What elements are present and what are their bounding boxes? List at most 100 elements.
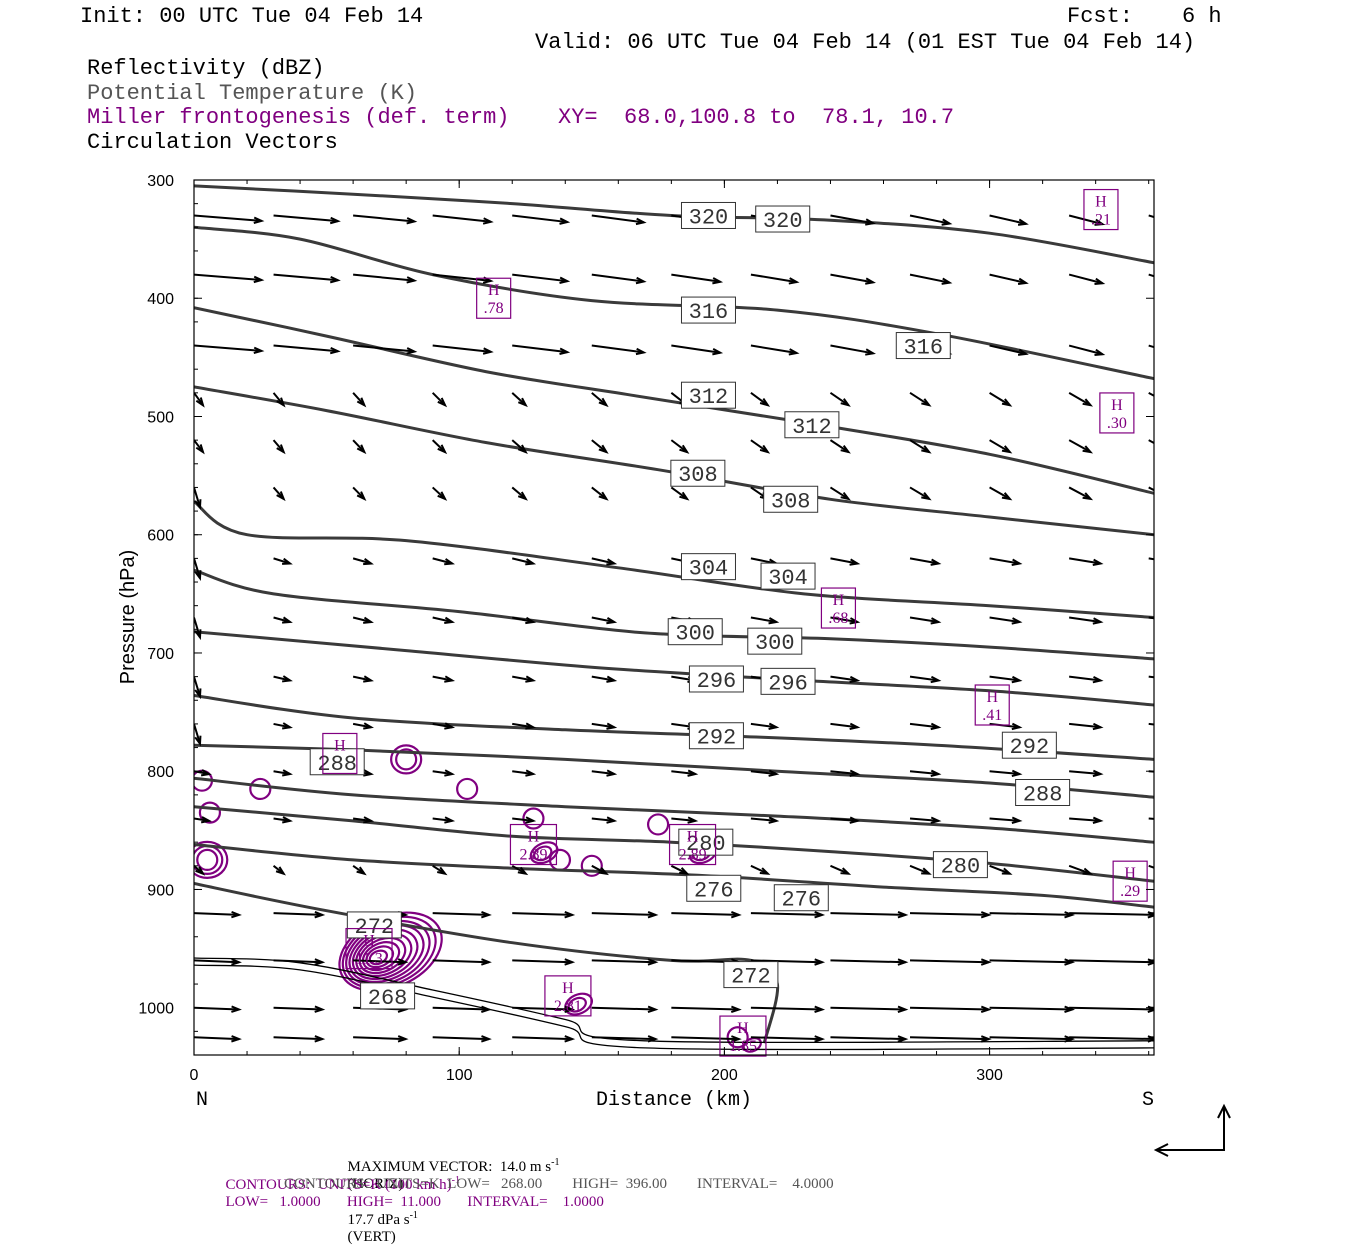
fronto-max-box	[544, 975, 592, 1017]
circulation-vector-head	[730, 1035, 742, 1043]
circulation-vector-head	[482, 217, 494, 225]
circulation-vector	[750, 439, 769, 453]
isentrope-label-box	[680, 201, 736, 229]
circulation-vector-head	[849, 816, 861, 824]
circulation-vector-head	[759, 444, 771, 454]
circulation-vector	[273, 1006, 323, 1011]
isentrope-label: 308	[771, 489, 811, 514]
fronto-contour	[198, 801, 222, 824]
circulation-vector-head	[1017, 277, 1029, 285]
circulation-vector-head	[253, 275, 265, 284]
circulation-vector-head	[195, 397, 205, 408]
circulation-vector-head	[276, 397, 286, 408]
circulation-vector-head	[482, 347, 494, 355]
circulation-vector-head	[849, 769, 861, 777]
circulation-vector-head	[314, 910, 326, 919]
circulation-vector-head	[1082, 445, 1094, 454]
circulation-vector	[830, 817, 858, 822]
circulation-vector-head	[1064, 1035, 1075, 1043]
circulation-vector	[909, 214, 950, 225]
isentrope-label-box	[670, 459, 726, 487]
circulation-vector	[432, 1006, 489, 1011]
circulation-vector	[909, 273, 950, 284]
circulation-vector-head	[921, 492, 932, 501]
fronto-max-box	[1083, 188, 1119, 231]
isentrope-292	[194, 694, 1154, 761]
circulation-vector-head	[481, 958, 492, 966]
fronto-max-H: H	[986, 689, 998, 706]
circulation-vector-head	[1011, 816, 1023, 824]
circulation-vector-head	[275, 866, 286, 876]
circulation-vector	[512, 1036, 573, 1041]
circulation-vector-head	[865, 277, 876, 285]
forecast-label: Fcst:	[1067, 4, 1134, 29]
circulation-vector	[830, 959, 906, 964]
circulation-vector-head	[194, 499, 202, 511]
circulation-vector-head	[276, 444, 286, 455]
circulation-vector	[194, 214, 262, 222]
circulation-vector-head	[564, 1035, 576, 1043]
circulation-vector-head	[814, 1005, 826, 1014]
circulation-vector	[829, 486, 850, 500]
circulation-vector	[989, 770, 1020, 776]
isentrope-label: 292	[1010, 735, 1050, 760]
circulation-vector-head	[647, 911, 659, 919]
reference-vector-arrow	[1153, 1103, 1231, 1157]
circulation-vector-head	[849, 558, 861, 566]
circulation-vector-head	[865, 218, 876, 226]
circulation-vector	[194, 273, 262, 281]
isentrope-label-box	[688, 722, 744, 750]
circulation-vector-head	[406, 347, 418, 355]
circulation-vector	[1068, 214, 1103, 226]
circulation-vector-head	[759, 867, 771, 875]
circulation-vector	[512, 722, 534, 729]
circulation-vector	[750, 392, 769, 407]
axes: 0 100 200 300 300 400 500 600 700 800 900 1000	[138, 173, 1154, 1084]
circulation-vector	[1069, 1006, 1154, 1011]
circulation-vector	[352, 557, 372, 565]
circulation-vector-head	[1231, 1007, 1239, 1012]
circulation-vector-head	[1011, 722, 1023, 731]
forecast-hour: 6 h	[1182, 4, 1222, 29]
legend-frontogenesis: Miller frontogenesis (def. term)	[87, 105, 510, 130]
circulation-vector-head	[517, 444, 528, 454]
circulation-vector-head	[840, 491, 851, 501]
fronto-contour	[196, 848, 219, 871]
circulation-vector-head	[1174, 818, 1182, 823]
circulation-vector-head	[687, 816, 699, 824]
circulation-vector-head	[281, 675, 293, 683]
circulation-vector-head	[1174, 724, 1182, 729]
isentrope-276	[194, 843, 1154, 909]
circulation-vector-head	[606, 558, 618, 566]
circulation-vector-head	[1092, 816, 1104, 824]
isentrope-label-box	[680, 296, 736, 324]
circulation-vector-head	[444, 722, 456, 730]
isentrope-label-box	[1015, 779, 1071, 806]
circulation-vector	[830, 273, 874, 284]
fronto-max-H: H	[1111, 397, 1123, 414]
isentrope-label: 308	[678, 463, 718, 488]
circulation-vector	[750, 273, 797, 284]
circulation-vector-head	[897, 958, 909, 966]
fronto-max-value: .68	[828, 610, 848, 627]
x-tick-label: 200	[711, 1067, 738, 1084]
circulation-vector	[512, 959, 573, 964]
contours-fronto-units: CONTOURS: UNITS=K (100 km h)	[225, 1177, 452, 1193]
circulation-vector-head	[437, 397, 448, 408]
circulation-vector-head	[1171, 350, 1179, 355]
circulation-vector	[273, 344, 339, 353]
circulation-vector	[1148, 864, 1154, 869]
circulation-vector	[273, 214, 339, 223]
circulation-vector-head	[282, 816, 293, 824]
circulation-vector	[512, 344, 568, 354]
fronto-contour	[726, 1026, 749, 1049]
circulation-vector	[909, 557, 939, 565]
isentrope-312	[194, 306, 1154, 495]
init-time: Init: 00 UTC Tue 04 Feb 14	[80, 4, 424, 29]
circulation-vector	[194, 676, 201, 697]
circulation-vector-head	[606, 675, 618, 683]
circulation-vector-head	[282, 616, 293, 624]
circulation-vector	[591, 273, 644, 283]
circulation-vector	[989, 391, 1011, 407]
circulation-vector-head	[980, 958, 992, 966]
